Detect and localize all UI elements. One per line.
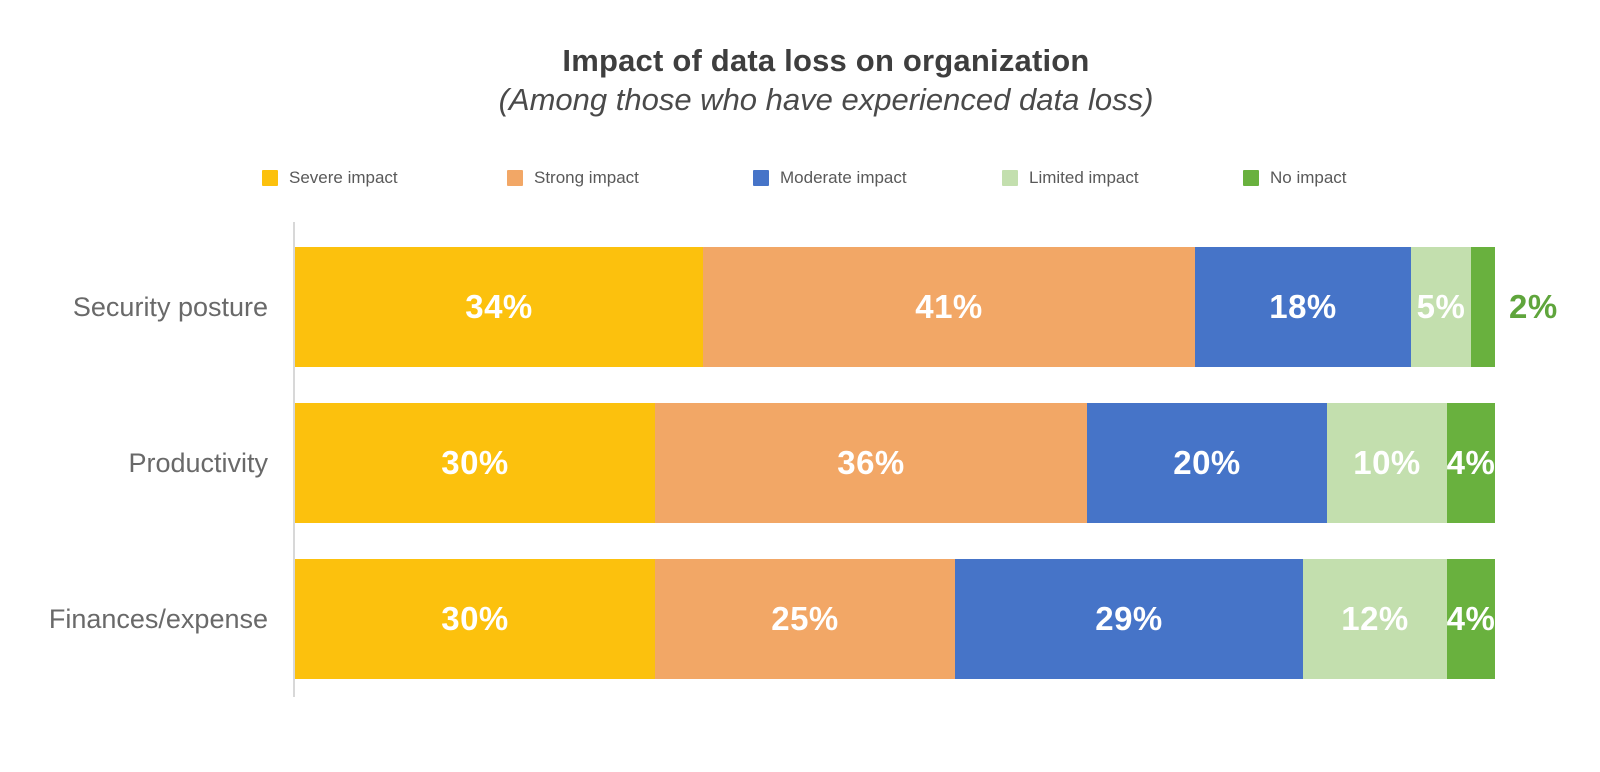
bar-segment-strong-impact: 25% bbox=[655, 559, 955, 679]
bar-segment-severe-impact: 34% bbox=[295, 247, 703, 367]
bar-segment-moderate-impact: 29% bbox=[955, 559, 1303, 679]
legend-swatch-no-impact bbox=[1243, 170, 1259, 186]
chart-legend: Severe impact Strong impact Moderate impac… bbox=[0, 168, 1600, 190]
bar-segment-moderate-impact: 18% bbox=[1195, 247, 1411, 367]
segment-value-label: 12% bbox=[1341, 600, 1409, 637]
legend-swatch-moderate-impact bbox=[753, 170, 769, 186]
legend-label: Limited impact bbox=[1029, 168, 1139, 187]
stacked-bar: 30% 25% 29% 12% 4% bbox=[295, 559, 1495, 679]
legend-swatch-strong-impact bbox=[507, 170, 523, 186]
chart-row-productivity: Productivity 30% 36% 20% 10% 4% bbox=[0, 403, 1600, 523]
legend-item-limited-impact: Limited impact bbox=[1002, 168, 1139, 188]
bar-segment-severe-impact: 30% bbox=[295, 559, 655, 679]
category-label: Productivity bbox=[128, 447, 268, 478]
chart-row-finances-expense: Finances/expense 30% 25% 29% 12% 4% bbox=[0, 559, 1600, 679]
chart-header: Impact of data loss on organization (Amo… bbox=[26, 42, 1600, 120]
legend-item-severe-impact: Severe impact bbox=[262, 168, 398, 188]
bar-segment-limited-impact: 10% bbox=[1327, 403, 1447, 523]
category-label: Finances/expense bbox=[48, 603, 268, 634]
segment-value-label: 30% bbox=[441, 444, 509, 481]
segment-value-label: 4% bbox=[1446, 600, 1496, 637]
segment-value-label: 30% bbox=[441, 600, 509, 637]
y-axis-line bbox=[293, 222, 295, 697]
bar-segment-limited-impact: 12% bbox=[1303, 559, 1447, 679]
legend-item-moderate-impact: Moderate impact bbox=[753, 168, 907, 188]
legend-item-strong-impact: Strong impact bbox=[507, 168, 639, 188]
segment-value-label: 10% bbox=[1353, 444, 1421, 481]
bar-segment-strong-impact: 41% bbox=[703, 247, 1195, 367]
segment-value-label-outside: 2% bbox=[1509, 288, 1558, 325]
segment-value-label: 20% bbox=[1173, 444, 1241, 481]
bar-segment-moderate-impact: 20% bbox=[1087, 403, 1327, 523]
category-label: Security posture bbox=[72, 291, 268, 322]
chart-page: Impact of data loss on organization (Amo… bbox=[0, 42, 1600, 772]
segment-value-label: 29% bbox=[1095, 600, 1163, 637]
chart-area: Security posture 34% 41% 18% 5% 2% Productivit… bbox=[0, 222, 1600, 697]
chart-row-security-posture: Security posture 34% 41% 18% 5% 2% bbox=[0, 247, 1600, 367]
bar-segment-no-impact: 4% bbox=[1447, 403, 1495, 523]
segment-value-label: 34% bbox=[465, 288, 533, 325]
bar-segment-limited-impact: 5% bbox=[1411, 247, 1471, 367]
legend-swatch-severe-impact bbox=[262, 170, 278, 186]
bar-segment-no-impact bbox=[1471, 247, 1495, 367]
chart-title: Impact of data loss on organization bbox=[562, 43, 1090, 78]
legend-label: Severe impact bbox=[289, 168, 398, 187]
legend-label: Strong impact bbox=[534, 168, 639, 187]
chart-rows: Security posture 34% 41% 18% 5% 2% Productivit… bbox=[0, 247, 1600, 679]
segment-value-label: 41% bbox=[915, 288, 983, 325]
legend-label: Moderate impact bbox=[780, 168, 907, 187]
stacked-bar: 34% 41% 18% 5% 2% bbox=[295, 247, 1557, 367]
segment-value-label: 25% bbox=[771, 600, 839, 637]
chart-subtitle: (Among those who have experienced data l… bbox=[498, 82, 1154, 117]
bar-segment-no-impact: 4% bbox=[1447, 559, 1495, 679]
legend-item-no-impact: No impact bbox=[1243, 168, 1347, 188]
segment-value-label: 5% bbox=[1416, 288, 1466, 325]
legend-swatch-limited-impact bbox=[1002, 170, 1018, 186]
segment-value-label: 18% bbox=[1269, 288, 1337, 325]
segment-value-label: 36% bbox=[837, 444, 905, 481]
bar-segment-strong-impact: 36% bbox=[655, 403, 1087, 523]
legend-label: No impact bbox=[1270, 168, 1347, 187]
segment-value-label: 4% bbox=[1446, 444, 1496, 481]
bar-segment-severe-impact: 30% bbox=[295, 403, 655, 523]
stacked-bar: 30% 36% 20% 10% 4% bbox=[295, 403, 1495, 523]
